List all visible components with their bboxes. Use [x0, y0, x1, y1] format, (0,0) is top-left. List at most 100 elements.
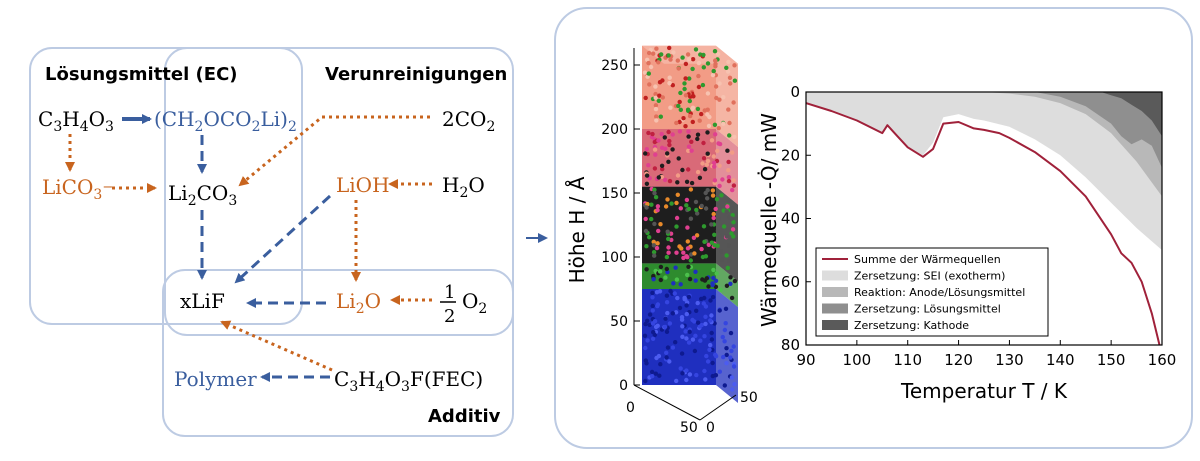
sim-atom [650, 303, 655, 309]
sim-atom [652, 187, 657, 192]
sim-atom [712, 178, 718, 183]
sim-atom [699, 111, 704, 117]
sim-atom [717, 183, 722, 189]
species-lif: xLiF [180, 289, 225, 313]
base-axis-left [633, 384, 701, 421]
sim-atom [656, 228, 661, 234]
sim-atom [726, 168, 731, 173]
sim-atom [654, 290, 660, 295]
sim-atom [687, 98, 692, 104]
sim-atom [698, 338, 703, 343]
sim-atom [700, 161, 705, 166]
sim-atom [668, 57, 673, 62]
sim-atom [664, 350, 669, 355]
sim-atom [644, 147, 649, 152]
sim-atom [683, 76, 688, 81]
sim-atom [657, 373, 662, 378]
sim-atom [668, 288, 673, 294]
arrow-co2-to-li2co3 [238, 115, 430, 187]
sim-atom [709, 138, 715, 143]
sim-atom [711, 267, 716, 273]
sim-atom [684, 377, 689, 383]
x-tick-label: 110 [893, 351, 922, 369]
sim-atom [650, 374, 655, 379]
sim-atom [651, 243, 657, 248]
sim-atom [689, 148, 694, 153]
sim-atom [644, 205, 649, 210]
simulation-column: Höhe H / Å 0 50 100 150 200 250 0 50 0 50 [565, 45, 758, 436]
sim-atom [729, 295, 735, 301]
sim-atom [730, 187, 735, 193]
sim-atom [725, 265, 730, 271]
sim-atom [726, 59, 731, 65]
sim-atom [695, 211, 700, 216]
sim-atom [670, 311, 675, 316]
sim-atom [643, 216, 648, 222]
x-tick-label: 140 [1046, 351, 1075, 369]
reaction-diagram: Lösungsmittel (EC) Verunreinigungen Addi… [29, 47, 514, 437]
base-tick-label: 0 [706, 420, 715, 436]
sim-atom [656, 60, 661, 65]
sim-atom [710, 193, 716, 198]
sim-atom [686, 264, 691, 269]
sim-atom [726, 175, 732, 180]
sim-atom [645, 57, 650, 62]
sim-atom [714, 95, 719, 101]
sim-atom [652, 253, 657, 258]
sim-atom [667, 80, 672, 86]
x-tick-label: 130 [995, 351, 1024, 369]
sim-atom [683, 93, 689, 98]
sim-atom [683, 329, 688, 334]
sim-atom [695, 300, 700, 306]
sim-atom [664, 266, 669, 272]
sim-atom [685, 239, 690, 244]
sim-atom [723, 321, 728, 326]
y-tick-label: 60 [781, 273, 800, 291]
sim-atom [717, 163, 722, 168]
sim-atom [684, 179, 690, 184]
sim-atom [644, 361, 649, 366]
sim-atom [694, 372, 699, 378]
sim-atom [711, 215, 716, 221]
fraction-numerator: 1 [444, 282, 455, 303]
sim-atom [728, 330, 734, 336]
sim-atom [694, 207, 699, 213]
sim-atom [696, 60, 702, 66]
sim-atom [670, 83, 675, 88]
sim-atom [665, 345, 671, 350]
sim-atom [708, 342, 713, 348]
sim-atom [731, 220, 736, 225]
sim-atom [710, 373, 715, 379]
sim-atom [682, 86, 687, 92]
sim-atom [655, 204, 661, 209]
arrow-fec-to-lif [220, 320, 333, 372]
sim-atom [731, 183, 737, 188]
sim-atom [715, 228, 721, 234]
sim-atom [689, 180, 695, 186]
sim-atom [717, 308, 722, 313]
legend-entry: Zersetzung: SEI (exotherm) [854, 270, 1005, 283]
sim-atom [666, 236, 671, 242]
sim-atom [655, 302, 661, 307]
sim-atom [657, 93, 662, 98]
sim-atom [676, 103, 681, 109]
sim-atom [728, 81, 733, 86]
sim-atom [685, 272, 690, 278]
sim-atom [693, 333, 698, 338]
sim-atom [680, 167, 685, 173]
sim-atom [730, 213, 735, 218]
sim-atom [678, 206, 683, 211]
sim-atom [653, 195, 659, 200]
sim-atom [730, 227, 736, 232]
sim-atom [654, 355, 659, 361]
sim-atom [718, 287, 723, 292]
sim-atom [686, 57, 692, 62]
sim-atom [699, 296, 704, 302]
sim-atom [687, 113, 693, 119]
sim-atom [727, 120, 732, 126]
sim-atom [666, 245, 671, 250]
base-tick-label: 50 [680, 420, 698, 436]
sim-atom [665, 151, 670, 156]
sim-atom [728, 281, 733, 286]
sim-atom [687, 329, 692, 334]
